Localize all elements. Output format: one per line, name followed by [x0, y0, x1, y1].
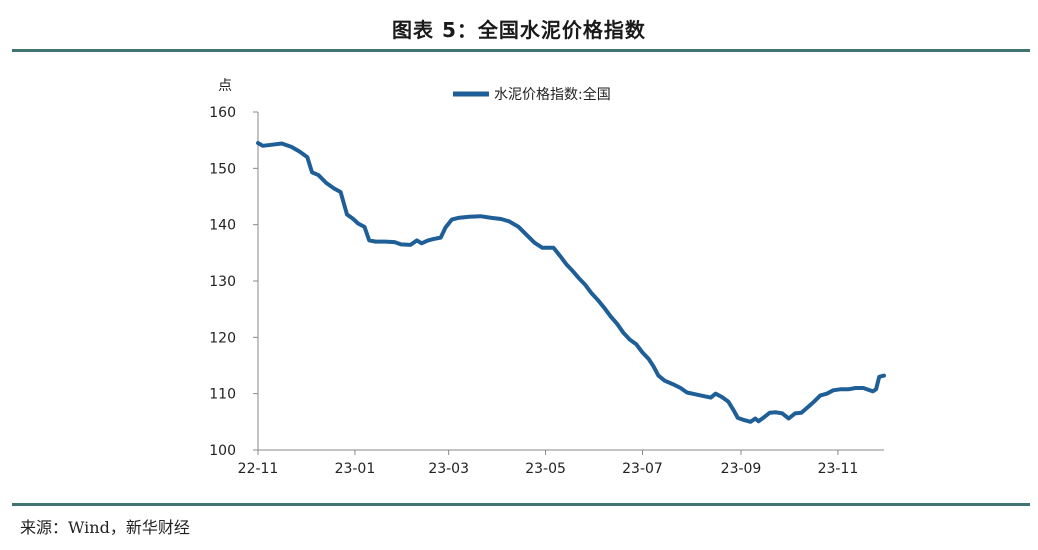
- x-tick-label: 23-01: [335, 461, 376, 477]
- y-tick-label: 160: [209, 105, 236, 121]
- y-tick-label: 100: [209, 443, 236, 459]
- x-tick-label: 23-03: [428, 461, 469, 477]
- series-line-national-cement-index: [256, 141, 886, 424]
- y-axis-label: 点: [218, 78, 232, 94]
- x-axis-ticks: 22-11 23-01 23-03 23-05 23-07 23-09 23-11: [238, 450, 859, 477]
- source-note: 来源：Wind，新华财经: [20, 518, 190, 537]
- y-tick-label: 110: [209, 387, 236, 403]
- legend-label: 水泥价格指数:全国: [494, 86, 611, 103]
- bottom-rule: [12, 503, 1030, 506]
- x-tick-label: 23-11: [818, 461, 859, 477]
- y-tick-label: 140: [209, 218, 236, 234]
- y-tick-label: 150: [209, 161, 236, 177]
- x-tick-label: 23-05: [525, 461, 566, 477]
- x-tick-label: 23-07: [622, 461, 663, 477]
- x-tick-label: 23-09: [721, 461, 762, 477]
- figure-title: 图表 5：全国水泥价格指数: [392, 18, 646, 42]
- y-tick-label: 130: [209, 274, 236, 290]
- top-rule: [12, 49, 1030, 52]
- y-tick-label: 120: [209, 330, 236, 346]
- y-axis-ticks: 100 110 120 130 140 150 160: [209, 105, 258, 459]
- x-tick-label: 22-11: [238, 461, 279, 477]
